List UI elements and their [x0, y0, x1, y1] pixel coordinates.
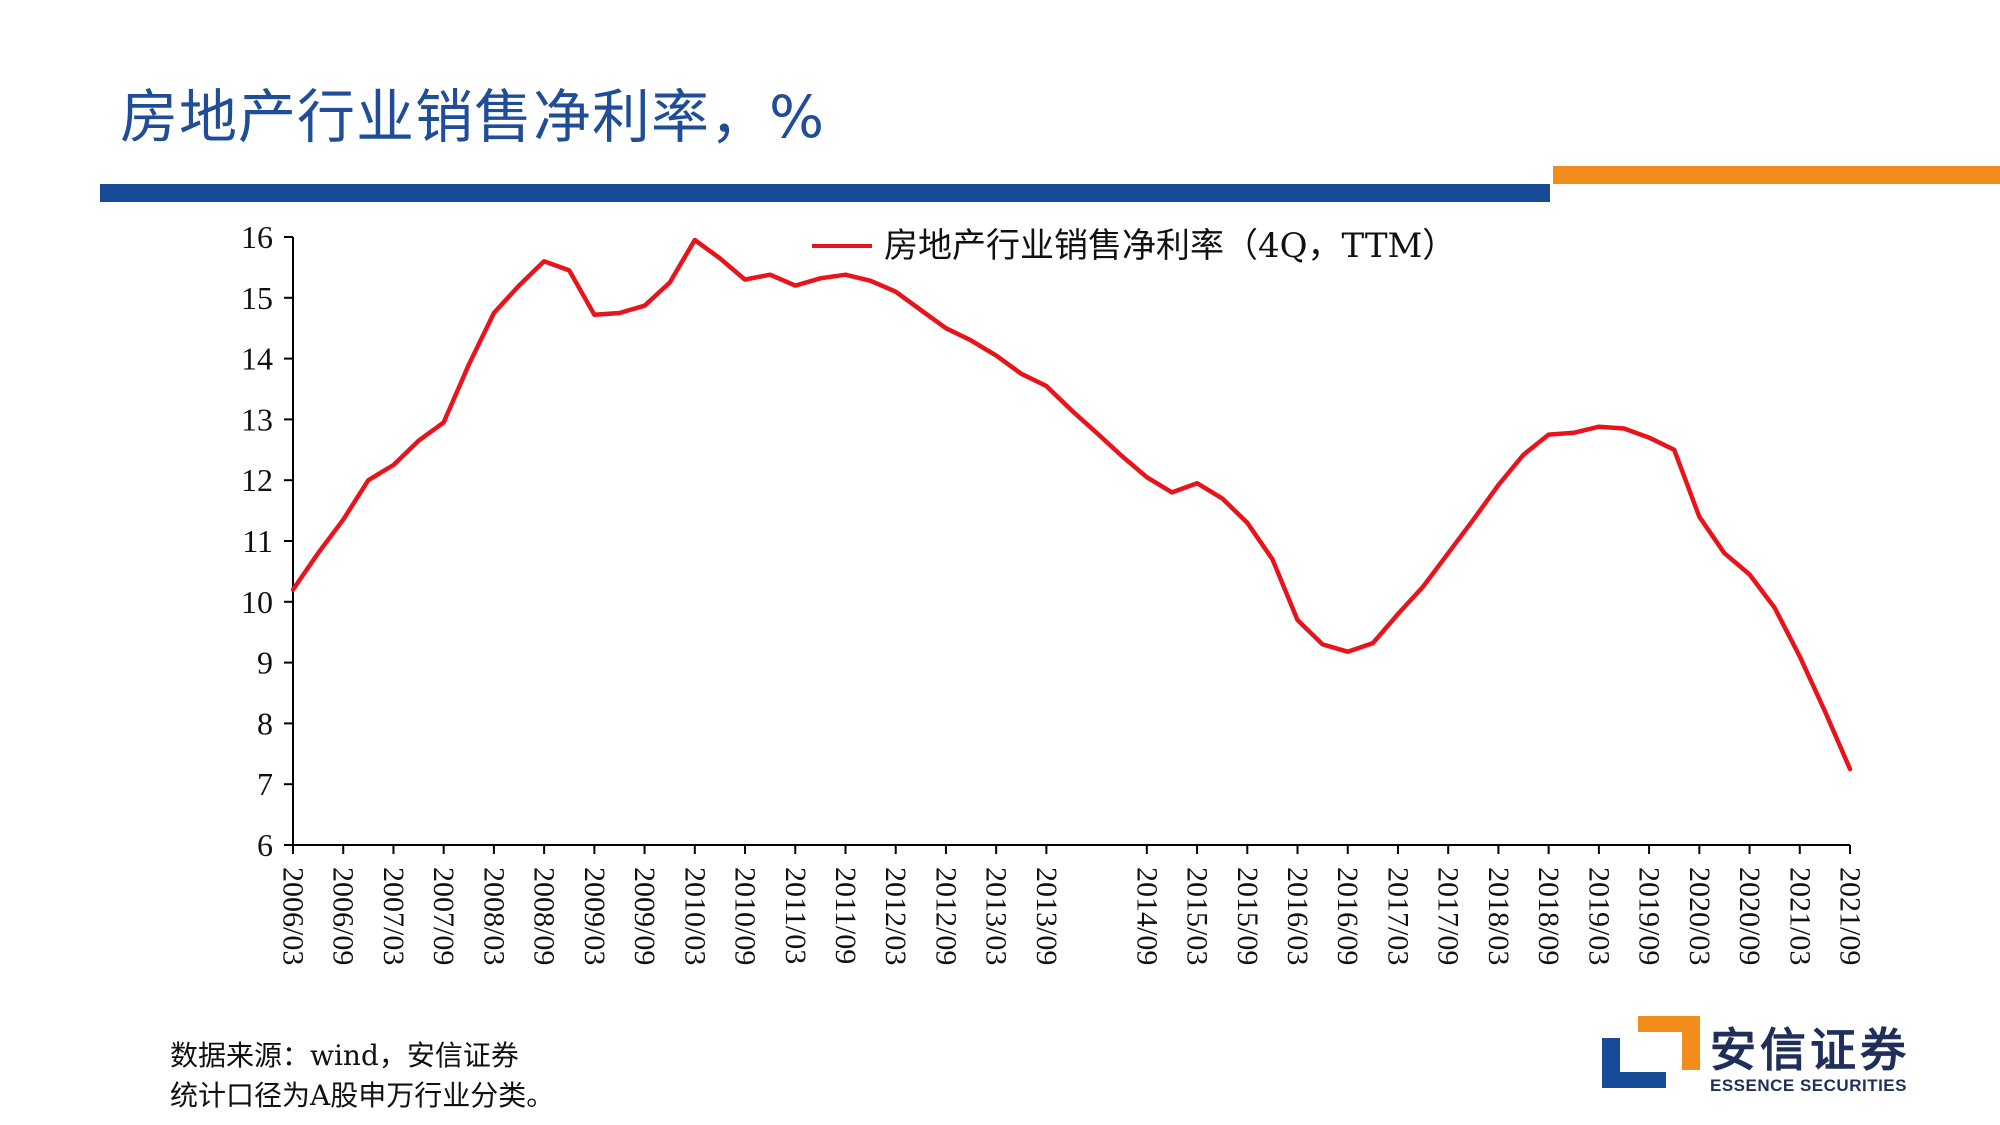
x-tick-label: 2018/03	[1482, 867, 1515, 965]
y-tick-label: 10	[241, 584, 273, 620]
x-tick-label: 2007/09	[427, 867, 460, 965]
x-tick-label: 2018/09	[1532, 867, 1565, 965]
x-tick-label: 2008/03	[477, 867, 510, 965]
company-logo: 安信证券 ESSENCE SECURITIES	[1598, 1012, 1938, 1100]
x-tick-label: 2021/09	[1834, 867, 1867, 965]
x-tick-label: 2016/09	[1331, 867, 1364, 965]
x-tick-label: 2009/09	[628, 867, 661, 965]
x-tick-label: 2006/03	[277, 867, 310, 965]
x-tick-label: 2007/03	[377, 867, 410, 965]
y-tick-label: 12	[241, 462, 273, 498]
x-tick-label: 2017/03	[1381, 867, 1414, 965]
x-tick-label: 2006/09	[327, 867, 360, 965]
x-tick-label: 2010/03	[678, 867, 711, 965]
y-tick-label: 11	[242, 523, 273, 559]
y-tick-label: 8	[257, 705, 273, 741]
page-title: 房地产行业销售净利率，%	[120, 83, 826, 151]
x-tick-label: 2013/03	[980, 867, 1013, 965]
x-tick-label: 2020/03	[1683, 867, 1716, 965]
y-tick-label: 9	[257, 645, 273, 681]
source-note: 数据来源：wind，安信证券	[170, 1039, 519, 1072]
x-tick-label: 2015/09	[1231, 867, 1264, 965]
x-tick-label: 2012/09	[929, 867, 962, 965]
x-tick-label: 2019/09	[1633, 867, 1666, 965]
chart-legend: 房地产行业销售净利率（4Q，TTM）	[812, 226, 1456, 266]
logo-text-en: ESSENCE SECURITIES	[1710, 1076, 1907, 1095]
legend-label: 房地产行业销售净利率（4Q，TTM）	[884, 226, 1456, 266]
chart-plot	[290, 237, 1853, 772]
y-tick-label: 16	[241, 219, 273, 255]
x-tick-label: 2008/09	[528, 867, 561, 965]
x-tick-label: 2012/03	[879, 867, 912, 965]
x-tick-label: 2011/03	[779, 867, 812, 964]
x-tick-label: 2010/09	[729, 867, 762, 965]
logo-text-cn: 安信证券	[1710, 1023, 1910, 1077]
series-line	[290, 237, 1853, 772]
x-tick-label: 2011/09	[829, 867, 862, 964]
title-underline-blue	[100, 184, 1550, 202]
x-tick-label: 2009/03	[578, 867, 611, 965]
title-underline-orange	[1553, 166, 2000, 184]
y-tick-label: 13	[241, 401, 273, 437]
y-tick-label: 7	[257, 766, 273, 802]
logo-mark-icon	[1602, 1016, 1700, 1088]
x-tick-label: 2013/09	[1030, 867, 1063, 965]
x-tick-label: 2014/09	[1130, 867, 1163, 965]
x-tick-label: 2021/03	[1783, 867, 1816, 965]
y-tick-label: 6	[257, 827, 273, 863]
chart-axes: 6 7 8 9 10 11 12 13 14 15 16 2006/03 2006/09 2007/03 2…	[241, 219, 1867, 965]
scope-note: 统计口径为A股申万行业分类。	[170, 1079, 555, 1112]
y-tick-label: 14	[241, 341, 273, 377]
y-tick-label: 15	[241, 280, 273, 316]
x-tick-label: 2017/09	[1432, 867, 1465, 965]
x-tick-label: 2016/03	[1281, 867, 1314, 965]
x-tick-label: 2020/09	[1733, 867, 1766, 965]
x-tick-label: 2015/03	[1181, 867, 1214, 965]
x-tick-label: 2019/03	[1582, 867, 1615, 965]
